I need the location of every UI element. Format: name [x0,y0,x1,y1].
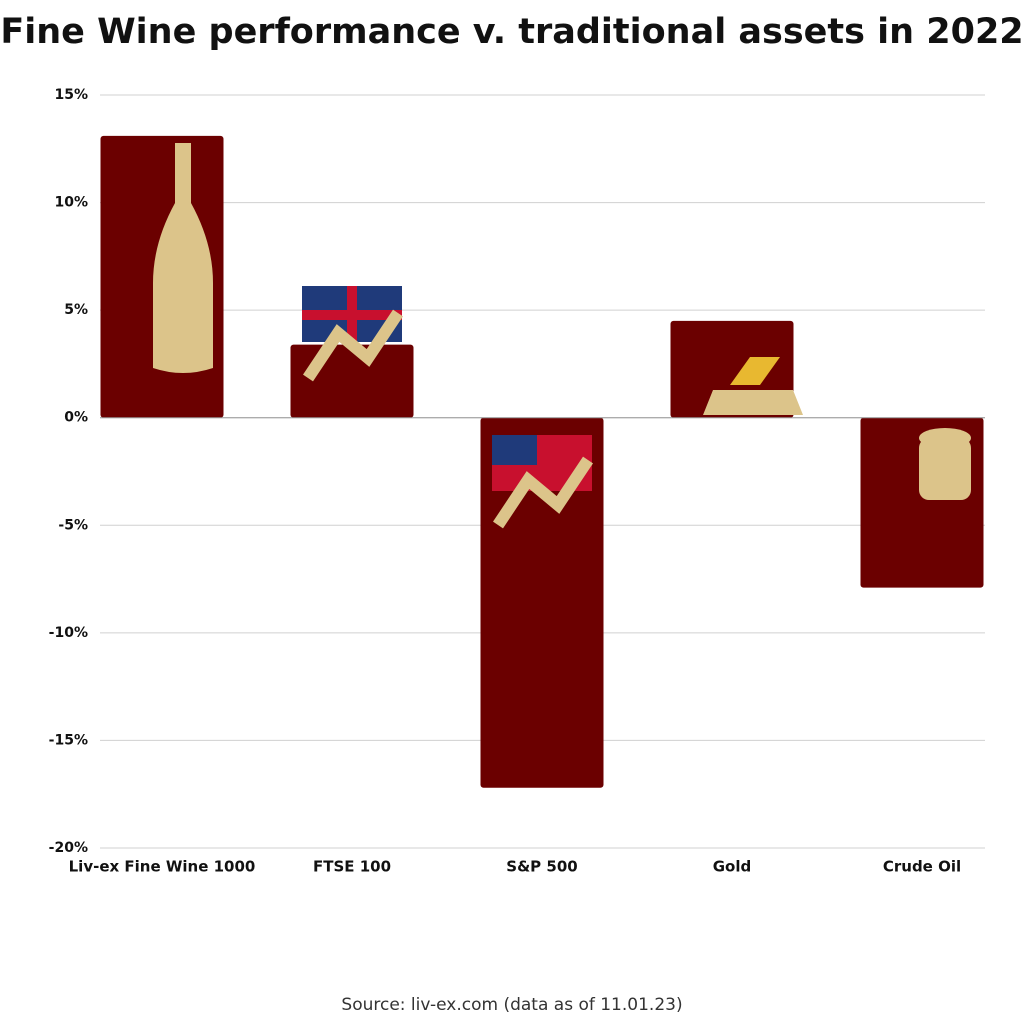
y-tick-label: -10% [49,625,88,641]
y-tick-label: 5% [64,302,88,318]
wine-bottle-icon [153,143,213,373]
x-tick-label: S&P 500 [506,858,577,876]
x-tick-label: Gold [713,858,752,876]
y-tick-label: 15% [54,87,88,103]
gold-bar-icon [703,390,803,415]
y-tick-label: 0% [64,410,88,426]
source-note: Source: liv-ex.com (data as of 11.01.23) [341,995,682,1015]
uk-flag-cross [302,286,402,342]
bar [290,344,414,418]
trend-arrow [303,309,403,382]
y-tick-label: -20% [49,840,88,856]
x-tick-label: Crude Oil [883,858,961,876]
x-tick-label: Liv-ex Fine Wine 1000 [69,858,256,876]
x-tick-label: FTSE 100 [313,858,391,876]
us-flag-canton [492,435,537,465]
gold-bar-top [730,357,780,385]
icons [153,143,971,529]
y-tick-label: 10% [54,195,88,211]
trend-arrow [493,456,593,529]
y-tick-label: -5% [58,517,88,533]
chart-title: Fine Wine performance v. traditional ass… [0,12,1023,52]
oil-barrel-body [919,438,971,500]
y-tick-label: -15% [49,732,88,748]
